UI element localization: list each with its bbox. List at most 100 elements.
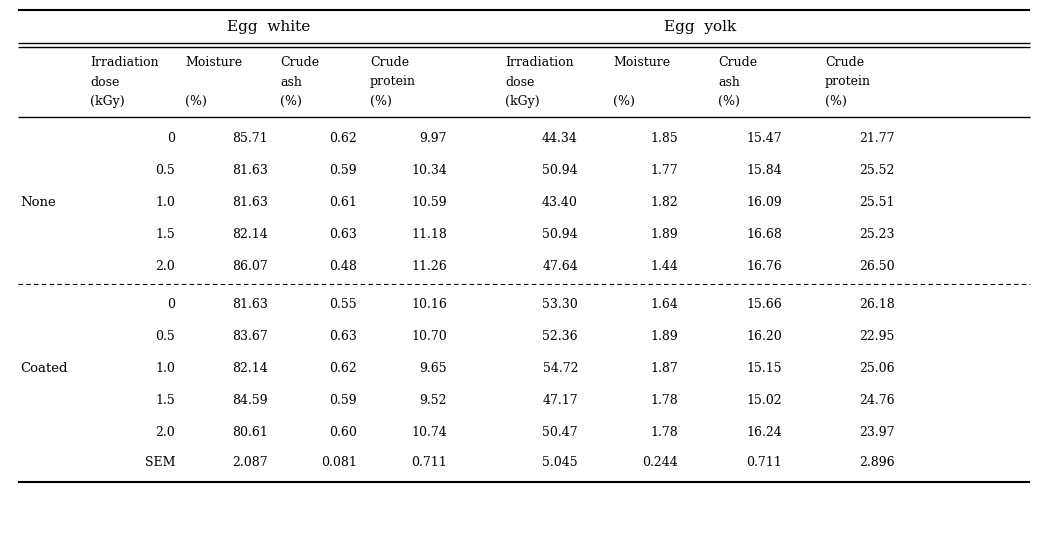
Text: 9.52: 9.52 [420, 394, 447, 408]
Text: 23.97: 23.97 [860, 426, 895, 440]
Text: (%): (%) [825, 95, 847, 107]
Text: 26.18: 26.18 [860, 299, 895, 311]
Text: 47.17: 47.17 [542, 394, 578, 408]
Text: 1.5: 1.5 [155, 228, 175, 242]
Text: 26.50: 26.50 [860, 260, 895, 274]
Text: 1.0: 1.0 [155, 363, 175, 375]
Text: 10.16: 10.16 [411, 299, 447, 311]
Text: 22.95: 22.95 [860, 331, 895, 343]
Text: 10.59: 10.59 [411, 196, 447, 210]
Text: 83.67: 83.67 [232, 331, 268, 343]
Text: 16.68: 16.68 [747, 228, 782, 242]
Text: 50.94: 50.94 [542, 228, 578, 242]
Text: 0.5: 0.5 [155, 164, 175, 178]
Text: Crude: Crude [718, 56, 757, 70]
Text: 2.0: 2.0 [155, 426, 175, 440]
Text: Egg  yolk: Egg yolk [664, 20, 736, 34]
Text: None: None [20, 196, 55, 210]
Text: 0.59: 0.59 [330, 164, 357, 178]
Text: Irradiation: Irradiation [505, 56, 574, 70]
Text: 10.74: 10.74 [411, 426, 447, 440]
Text: Moisture: Moisture [185, 56, 242, 70]
Text: protein: protein [370, 76, 416, 88]
Text: 1.85: 1.85 [650, 133, 678, 145]
Text: (%): (%) [612, 95, 634, 107]
Text: 1.77: 1.77 [650, 164, 678, 178]
Text: (%): (%) [185, 95, 207, 107]
Text: 15.84: 15.84 [747, 164, 782, 178]
Text: 0.081: 0.081 [321, 456, 357, 468]
Text: 86.07: 86.07 [232, 260, 268, 274]
Text: 0.48: 0.48 [329, 260, 357, 274]
Text: 0.63: 0.63 [329, 331, 357, 343]
Text: (%): (%) [280, 95, 302, 107]
Text: 82.14: 82.14 [232, 363, 268, 375]
Text: Crude: Crude [370, 56, 409, 70]
Text: 0.5: 0.5 [155, 331, 175, 343]
Text: 84.59: 84.59 [232, 394, 268, 408]
Text: Moisture: Moisture [612, 56, 670, 70]
Text: (kGy): (kGy) [90, 95, 125, 107]
Text: 16.76: 16.76 [747, 260, 782, 274]
Text: 0.61: 0.61 [329, 196, 357, 210]
Text: Irradiation: Irradiation [90, 56, 159, 70]
Text: (%): (%) [370, 95, 392, 107]
Text: 43.40: 43.40 [542, 196, 578, 210]
Text: protein: protein [825, 76, 871, 88]
Text: Crude: Crude [280, 56, 319, 70]
Text: 81.63: 81.63 [232, 196, 268, 210]
Text: 24.76: 24.76 [860, 394, 895, 408]
Text: 10.70: 10.70 [411, 331, 447, 343]
Text: 1.64: 1.64 [650, 299, 678, 311]
Text: 0.62: 0.62 [329, 363, 357, 375]
Text: 1.44: 1.44 [650, 260, 678, 274]
Text: 25.06: 25.06 [860, 363, 895, 375]
Text: Egg  white: Egg white [227, 20, 310, 34]
Text: Coated: Coated [20, 363, 67, 375]
Text: 16.20: 16.20 [747, 331, 782, 343]
Text: 47.64: 47.64 [542, 260, 578, 274]
Text: 54.72: 54.72 [542, 363, 578, 375]
Text: 2.896: 2.896 [860, 456, 895, 468]
Text: 5.045: 5.045 [542, 456, 578, 468]
Text: 10.34: 10.34 [411, 164, 447, 178]
Text: 2.0: 2.0 [155, 260, 175, 274]
Text: 81.63: 81.63 [232, 164, 268, 178]
Text: 9.65: 9.65 [420, 363, 447, 375]
Text: 15.66: 15.66 [747, 299, 782, 311]
Text: 11.26: 11.26 [411, 260, 447, 274]
Text: 0.63: 0.63 [329, 228, 357, 242]
Text: 0: 0 [168, 299, 175, 311]
Text: 25.23: 25.23 [860, 228, 895, 242]
Text: 80.61: 80.61 [232, 426, 268, 440]
Text: dose: dose [505, 76, 534, 88]
Text: 1.89: 1.89 [650, 228, 678, 242]
Text: 15.47: 15.47 [747, 133, 782, 145]
Text: 1.78: 1.78 [650, 394, 678, 408]
Text: 1.87: 1.87 [650, 363, 678, 375]
Text: SEM: SEM [144, 456, 175, 468]
Text: 0.59: 0.59 [330, 394, 357, 408]
Text: 25.51: 25.51 [860, 196, 895, 210]
Text: 0.244: 0.244 [642, 456, 678, 468]
Text: 44.34: 44.34 [542, 133, 578, 145]
Text: 21.77: 21.77 [860, 133, 895, 145]
Text: 53.30: 53.30 [542, 299, 578, 311]
Text: 1.89: 1.89 [650, 331, 678, 343]
Text: 85.71: 85.71 [232, 133, 268, 145]
Text: 0: 0 [168, 133, 175, 145]
Text: dose: dose [90, 76, 119, 88]
Text: 2.087: 2.087 [232, 456, 268, 468]
Text: 0.711: 0.711 [747, 456, 782, 468]
Text: 1.78: 1.78 [650, 426, 678, 440]
Text: 82.14: 82.14 [232, 228, 268, 242]
Text: ash: ash [718, 76, 740, 88]
Text: 9.97: 9.97 [420, 133, 447, 145]
Text: 50.94: 50.94 [542, 164, 578, 178]
Text: 11.18: 11.18 [411, 228, 447, 242]
Text: 0.60: 0.60 [329, 426, 357, 440]
Text: ash: ash [280, 76, 302, 88]
Text: 52.36: 52.36 [542, 331, 578, 343]
Text: 81.63: 81.63 [232, 299, 268, 311]
Text: 0.711: 0.711 [411, 456, 447, 468]
